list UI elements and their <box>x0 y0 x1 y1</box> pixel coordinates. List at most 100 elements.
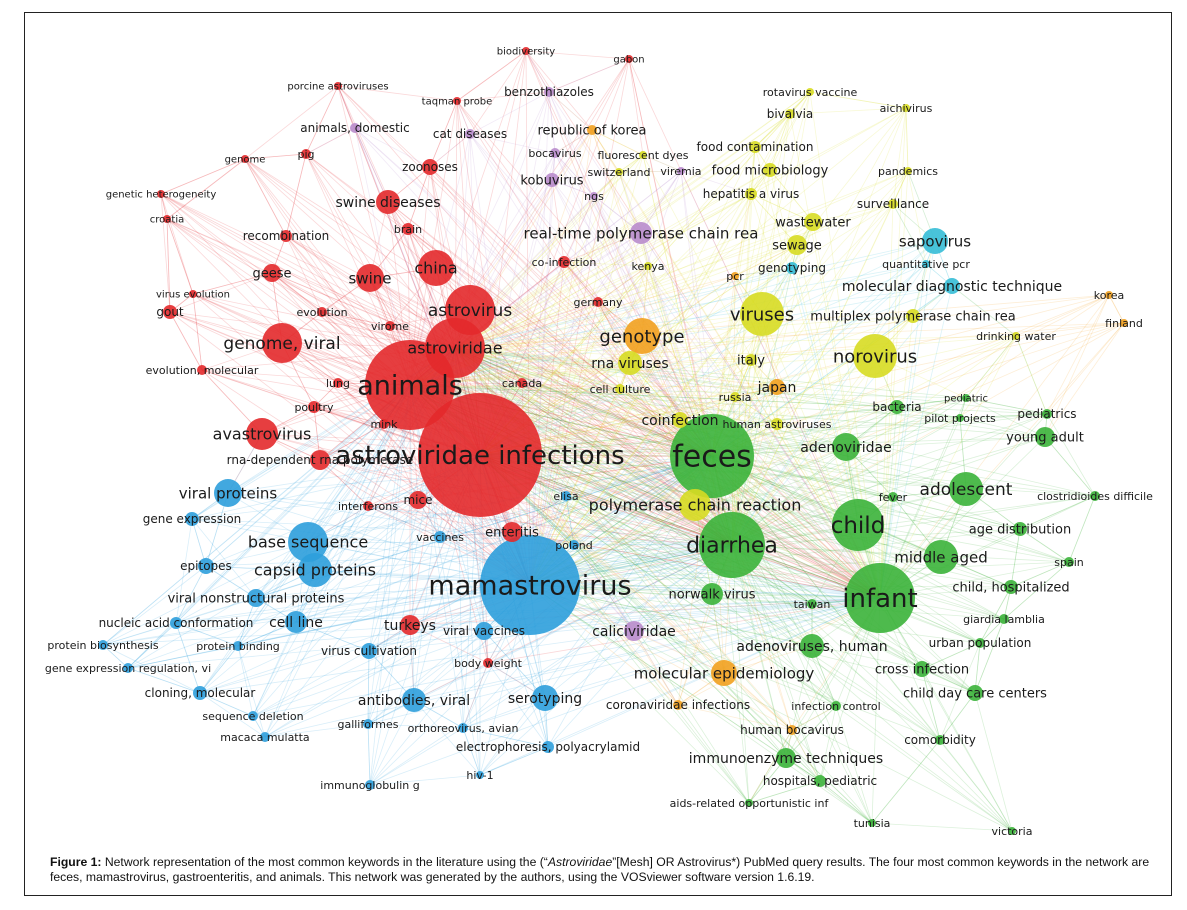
node-child-hospitalized <box>1004 580 1018 594</box>
link-galliformes-orthoreovirus <box>367 723 464 729</box>
link-tunisia-infection-control <box>835 705 873 824</box>
label-republic-of-korea: republic of korea <box>537 124 646 139</box>
link-gout-geese <box>169 272 273 313</box>
label-astroviridae: astroviridae <box>407 339 502 358</box>
link-animals-domestic-swine-diseases <box>354 127 389 203</box>
node-astrovirus <box>445 285 495 335</box>
link-korea-young-adult <box>1044 294 1110 438</box>
link-italy-human-astroviruses <box>750 359 778 425</box>
label-food-microbiology: food microbiology <box>712 164 829 179</box>
node-pilot-projects <box>956 414 964 422</box>
label-genome: genome <box>225 155 266 166</box>
link-pediatric-bacteria <box>896 397 967 408</box>
link-cat-diseases-infant <box>469 133 881 599</box>
link-evolution-virome <box>321 311 391 327</box>
link-canada-cell-culture <box>521 382 621 390</box>
link-macaca-mulatta-diarrhea <box>264 544 733 738</box>
link-taqman-probe-zoonoses <box>429 100 458 168</box>
link-recombination-astroviridae <box>285 235 456 349</box>
node-co-infection <box>558 256 570 268</box>
link-human-bocavirus-infection-control <box>791 705 837 731</box>
link-galliformes-diarrhea <box>367 544 733 725</box>
link-aichivirus-feces <box>711 107 907 457</box>
link-viral-vaccines-serotyping <box>483 630 546 699</box>
link-child-day-care-feces <box>711 455 976 694</box>
node-aichivirus <box>902 104 910 112</box>
node-human-bocavirus <box>787 725 797 735</box>
link-caliciviridae-molecular-epidemiology <box>633 630 725 674</box>
link-pediatrics-feces <box>711 413 1048 457</box>
node-age-distribution <box>1013 522 1027 536</box>
link-comorbidity-mamastrovirus <box>529 584 941 741</box>
link-co-infection-germany <box>563 261 599 303</box>
link-hiv-1-diarrhea <box>479 544 733 776</box>
link-pediatric-drinking-water <box>965 335 1017 399</box>
link-protein-binding-cloning-molecular <box>199 645 239 694</box>
link-genome-viral-mamastrovirus <box>281 342 531 586</box>
link-multiplex-pcr-infant <box>879 315 914 599</box>
label-viral-proteins: viral proteins <box>179 484 278 502</box>
link-surveillance-diarrhea <box>731 203 894 546</box>
link-kenya-diarrhea <box>647 265 733 546</box>
link-gabon-benzothiazoles <box>548 58 630 93</box>
link-infection-control-hospitals-pediatric <box>819 705 837 782</box>
link-recombination-feces <box>285 235 713 457</box>
node-electrophoresis <box>542 741 554 753</box>
link-rotavirus-vaccine-mamastrovirus <box>529 91 811 586</box>
link-human-bocavirus-feces <box>711 455 793 731</box>
link-zoonoses-feces <box>429 166 713 457</box>
node-infant <box>845 563 915 633</box>
link-switzerland-ngs <box>593 171 620 197</box>
link-coinfection-russia <box>679 396 736 421</box>
link-young-adult-astroviridae-infections <box>479 436 1046 456</box>
link-coinfection-cell-culture <box>619 388 681 421</box>
label-young-adult: young adult <box>1006 431 1084 446</box>
caption-label: Figure 1: <box>50 855 102 869</box>
link-genome-animals <box>244 158 411 386</box>
node-coronaviridae-infections <box>673 700 683 710</box>
node-caliciviridae <box>624 621 644 641</box>
link-immunoenzyme-mamastrovirus <box>529 584 787 759</box>
node-taqman-probe <box>453 97 461 105</box>
link-coinfection-rna-viruses <box>629 362 681 421</box>
label-comorbidity: comorbidity <box>904 733 976 747</box>
link-food-contamination-rotavirus-vaccine <box>754 91 811 148</box>
link-benzothiazoles-mamastrovirus <box>529 91 550 586</box>
link-food-microbiology-bivalvia <box>769 113 791 171</box>
link-protein-biosynthesis-diarrhea <box>102 544 733 646</box>
link-sapovirus-diarrhea <box>731 240 936 546</box>
link-sequence-deletion-infant <box>252 597 881 717</box>
label-gabon: gabon <box>613 55 644 66</box>
link-finland-mamastrovirus <box>529 322 1125 586</box>
link-hepatitis-a-astroviridae <box>454 193 752 349</box>
link-republic-of-korea-infant <box>591 129 881 599</box>
link-bivalvia-astroviridae <box>454 113 791 349</box>
link-urban-population-giardia <box>979 618 1005 644</box>
label-hospitals-pediatric: hospitals, pediatric <box>763 774 877 788</box>
link-viremia-real-time-pcr <box>640 170 682 234</box>
link-gene-expression-reg-infant <box>127 597 881 669</box>
link-galliformes-animals <box>367 384 411 725</box>
link-clostridioides-animals <box>409 384 1096 497</box>
label-kenya: kenya <box>632 260 665 273</box>
link-surveillance-feces <box>711 203 894 457</box>
link-evolution-molecular-gout <box>169 311 203 371</box>
link-china-infant <box>435 267 881 599</box>
link-adenoviruses-human-astroviridae <box>454 347 813 647</box>
link-genetic-heterogeneity-gout <box>160 193 171 313</box>
link-victoria-mamastrovirus <box>529 584 1013 832</box>
link-norovirus-astroviridae-infections <box>479 355 876 456</box>
link-spain-astroviridae-infections <box>479 454 1070 563</box>
node-base-sequence <box>288 522 328 562</box>
link-gene-expression-nucleic-acid <box>175 518 193 624</box>
link-republic-of-korea-mamastrovirus <box>529 129 593 586</box>
link-switzerland-viremia <box>618 170 682 173</box>
link-orthoreovirus-electrophoresis <box>462 727 549 748</box>
link-pig-porcine-astroviruses <box>305 85 339 155</box>
link-aichivirus-bivalvia <box>789 107 907 115</box>
label-viremia: viremia <box>660 165 701 178</box>
node-immunoglobulin-g <box>365 780 375 790</box>
link-poultry-infant <box>313 406 881 599</box>
link-genetic-heterogeneity-animals <box>160 193 411 386</box>
link-genome-diarrhea <box>244 158 733 546</box>
